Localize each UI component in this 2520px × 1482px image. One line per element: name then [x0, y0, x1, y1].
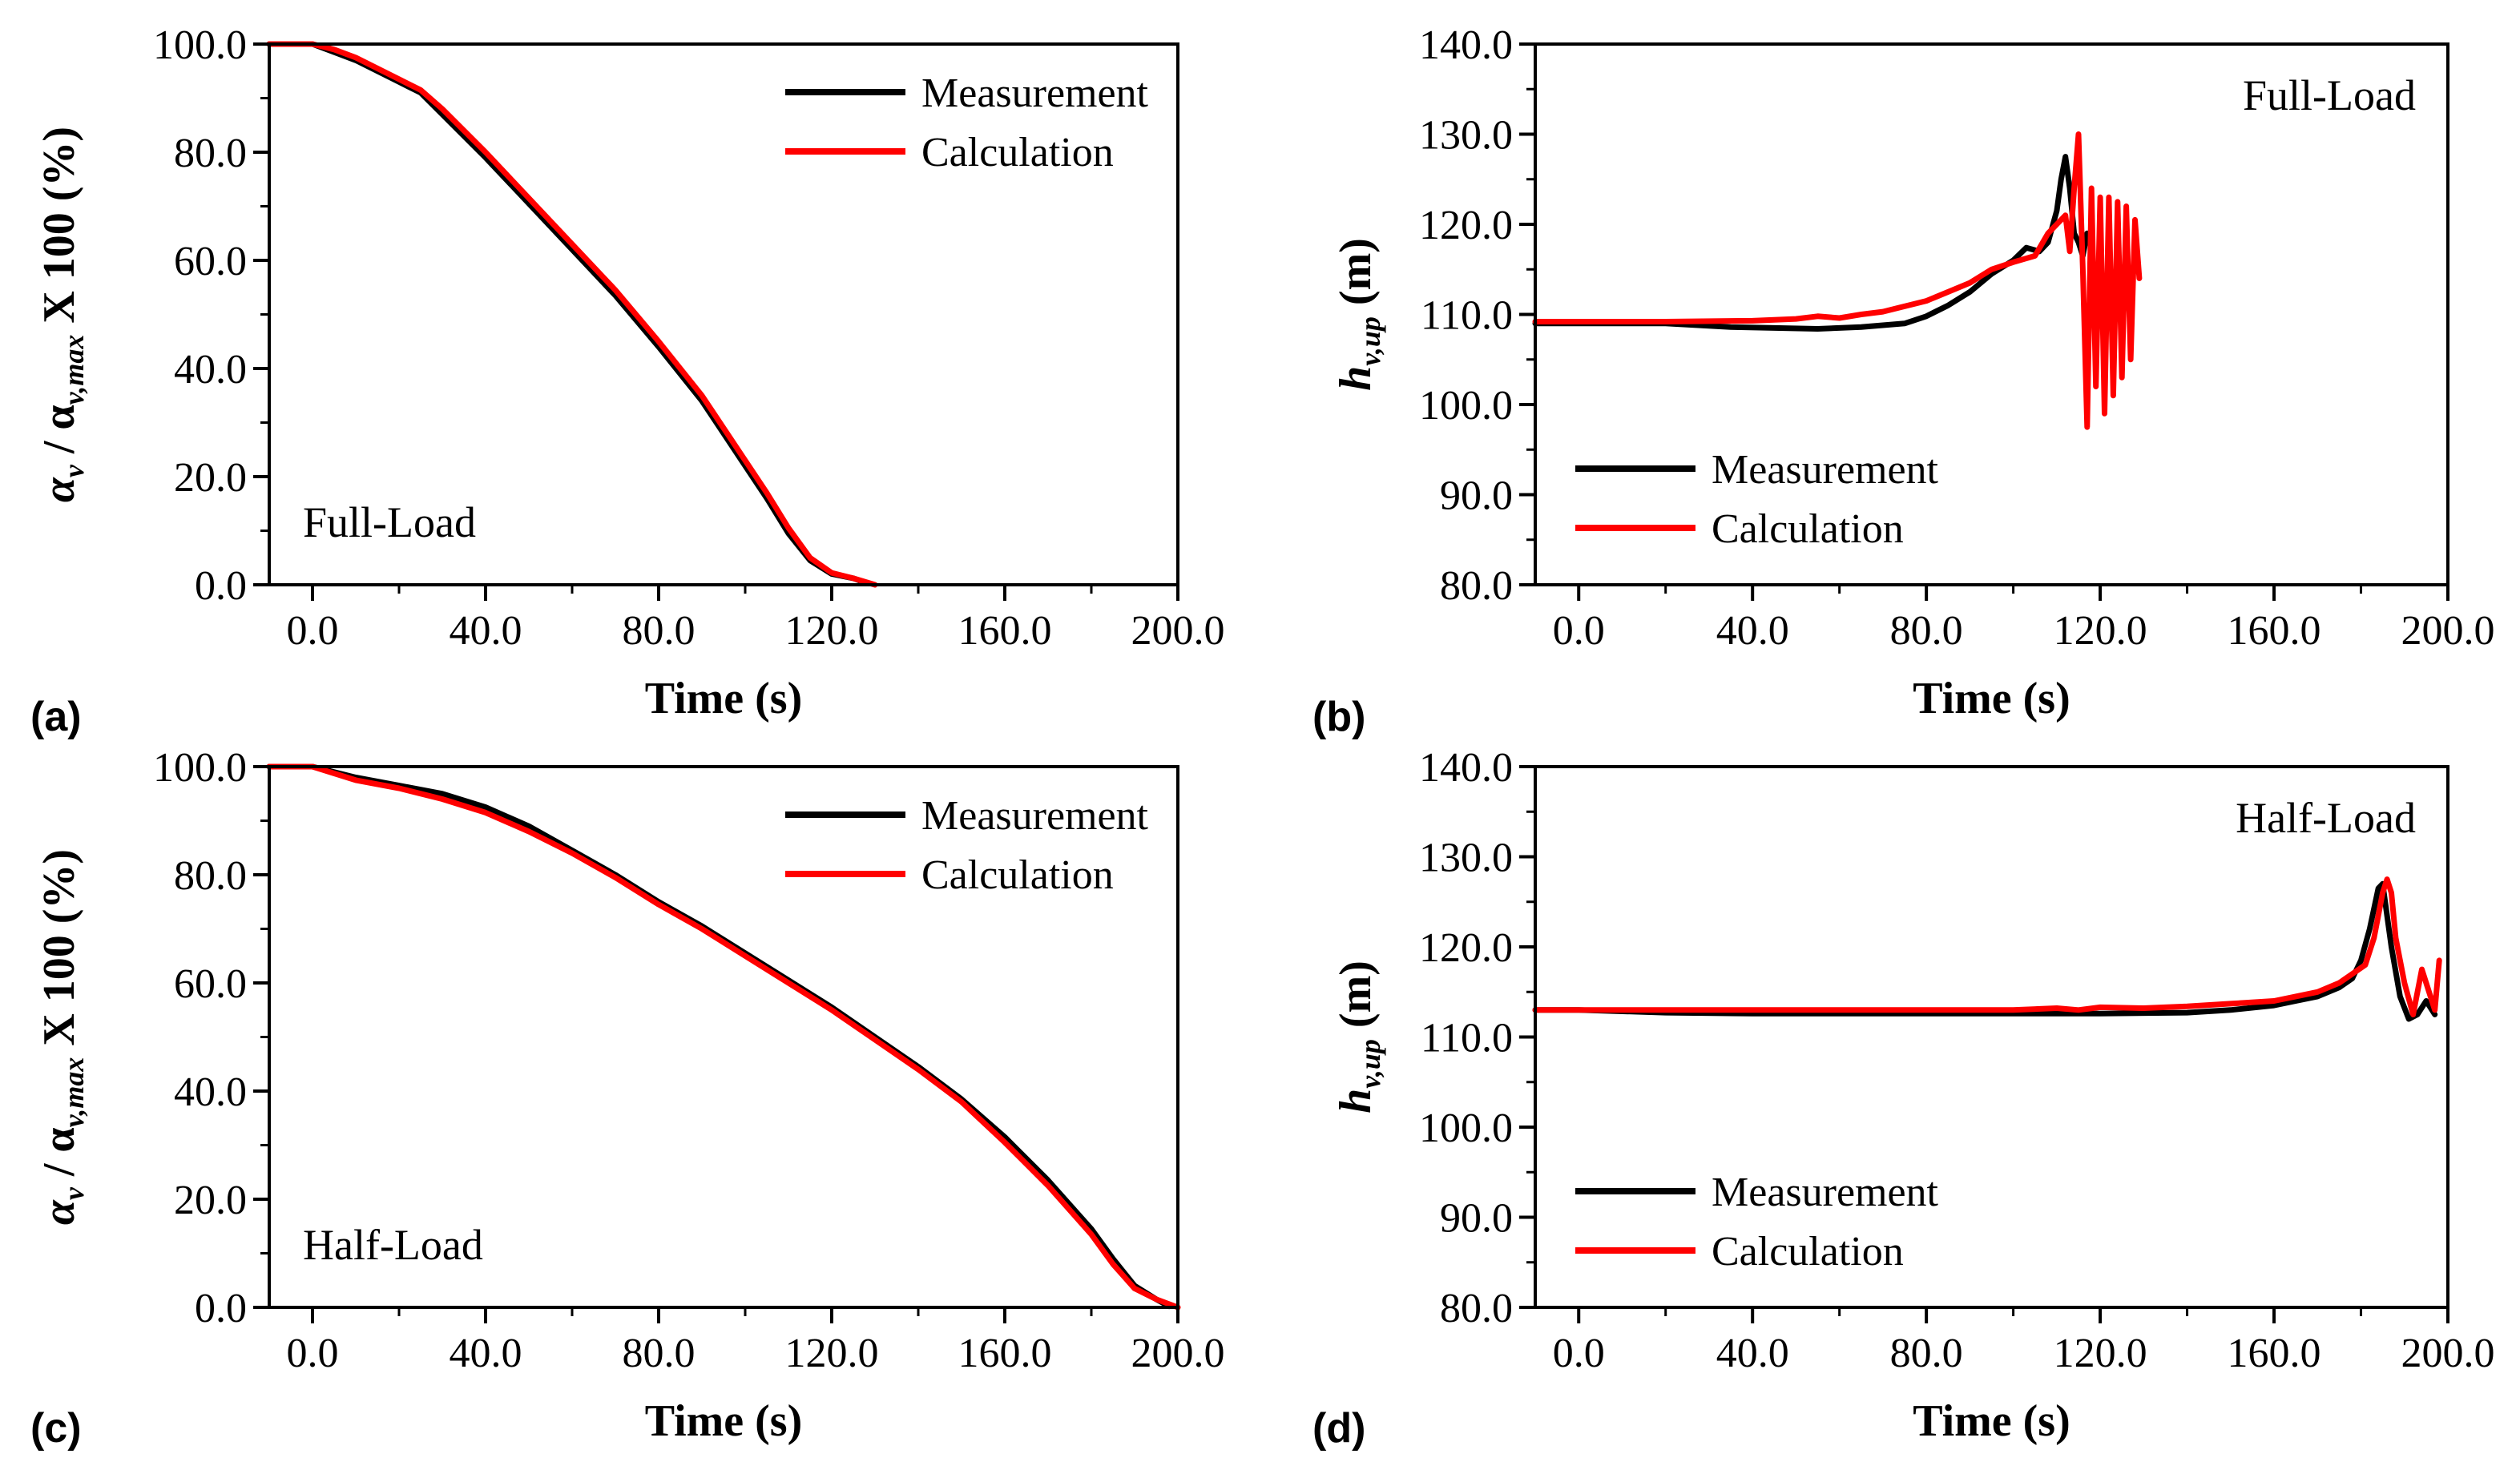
- legend-label-calculation-b: Calculation: [1712, 506, 1904, 552]
- x-tick-label-a: 160.0: [958, 608, 1052, 654]
- x-tick-label-c: 40.0: [450, 1331, 522, 1376]
- y-tick-label-b: 100.0: [1419, 383, 1513, 429]
- y-tick-label-a: 60.0: [174, 239, 247, 284]
- plot-frame-d: [1534, 765, 2449, 1309]
- y-tick-label-a: 0.0: [195, 563, 247, 609]
- x-tick-label-b: 80.0: [1890, 608, 1963, 654]
- panel-label-a: (a): [30, 694, 82, 740]
- y-axis-title-b: hv,up (m): [1331, 238, 1386, 391]
- legend-label-calculation-d: Calculation: [1712, 1229, 1904, 1275]
- chart-b-head-full-load: 0.0 40.0 80.0 120.0 160.0 200.0 80.0 90.0 100.0 1…: [1312, 22, 2495, 740]
- series-line-measurement-b: [1532, 154, 2095, 332]
- x-tick-label-d: 80.0: [1890, 1331, 1963, 1376]
- x-tick-label-d: 0.0: [1553, 1331, 1605, 1376]
- y-tick-label-d: 110.0: [1421, 1016, 1513, 1061]
- series-line-calculation-a: [266, 41, 878, 588]
- x-tick-label-a: 80.0: [623, 608, 696, 654]
- x-tick-label-c: 80.0: [623, 1331, 696, 1376]
- y-tick-label-c: 80.0: [174, 853, 247, 899]
- x-tick-label-a: 200.0: [1131, 608, 1225, 654]
- x-tick-label-b: 40.0: [1716, 608, 1789, 654]
- y-tick-label-d: 120.0: [1419, 925, 1513, 971]
- chart-a-alpha-full-load: 0.0 40.0 80.0 120.0 160.0 200.0 0.0 20.0 40.0 60.…: [30, 22, 1225, 740]
- x-tick-label-d: 200.0: [2401, 1331, 2495, 1376]
- legend-label-measurement-d: Measurement: [1712, 1170, 1939, 1215]
- y-tick-label-c: 40.0: [174, 1069, 247, 1115]
- plot-frame-b: [1534, 42, 2449, 586]
- load-annotation-b: Full-Load: [2243, 71, 2416, 119]
- y-tick-label-b: 130.0: [1419, 113, 1513, 159]
- series-line-calculation-b: [1532, 131, 2143, 430]
- x-axis-title-d: Time (s): [1913, 1396, 2070, 1446]
- y-axis-title-c: αv / αv,max X 100 (%): [34, 849, 90, 1225]
- y-tick-label-d: 130.0: [1419, 836, 1513, 881]
- y-axis-title-d: hv,up (m): [1331, 960, 1386, 1114]
- x-tick-label-a: 0.0: [287, 608, 339, 654]
- y-tick-label-b: 120.0: [1419, 203, 1513, 248]
- x-tick-label-c: 200.0: [1131, 1331, 1225, 1376]
- panel-label-b: (b): [1312, 694, 1365, 740]
- panel-label-c: (c): [30, 1405, 82, 1452]
- series-line-measurement-d: [1532, 880, 2438, 1022]
- legend-label-measurement-c: Measurement: [921, 793, 1149, 839]
- y-tick-label-a: 80.0: [174, 131, 247, 176]
- y-tick-label-b: 90.0: [1440, 473, 1513, 519]
- x-tick-label-a: 120.0: [785, 608, 879, 654]
- y-tick-label-d: 80.0: [1440, 1286, 1513, 1331]
- load-annotation-c: Half-Load: [303, 1221, 483, 1269]
- y-tick-label-a: 40.0: [174, 347, 247, 393]
- x-tick-label-d: 40.0: [1716, 1331, 1789, 1376]
- y-axis-title-a: αv / αv,max X 100 (%): [34, 127, 90, 502]
- chart-c-alpha-half-load: 0.0 40.0 80.0 120.0 160.0 200.0 0.0 20.0 40.0 60.…: [30, 745, 1225, 1452]
- y-tick-label-c: 100.0: [153, 745, 247, 791]
- x-axis-title-a: Time (s): [645, 674, 803, 723]
- x-tick-label-d: 160.0: [2228, 1331, 2321, 1376]
- y-tick-label-a: 100.0: [153, 22, 247, 68]
- x-tick-label-c: 160.0: [958, 1331, 1052, 1376]
- x-tick-label-a: 40.0: [450, 608, 522, 654]
- x-tick-label-b: 200.0: [2401, 608, 2495, 654]
- y-tick-label-d: 140.0: [1419, 745, 1513, 791]
- x-tick-label-b: 160.0: [2228, 608, 2321, 654]
- chart-d-head-half-load: 0.0 40.0 80.0 120.0 160.0 200.0 80.0 90.0 100.0 1…: [1312, 745, 2495, 1452]
- legend-label-calculation-c: Calculation: [921, 852, 1114, 898]
- load-annotation-a: Full-Load: [303, 498, 476, 546]
- x-axis-title-c: Time (s): [645, 1396, 803, 1446]
- y-tick-label-c: 60.0: [174, 961, 247, 1007]
- x-tick-label-c: 120.0: [785, 1331, 879, 1376]
- y-tick-label-c: 20.0: [174, 1178, 247, 1223]
- load-annotation-d: Half-Load: [2236, 794, 2416, 842]
- x-tick-label-b: 0.0: [1553, 608, 1605, 654]
- x-tick-label-b: 120.0: [2054, 608, 2147, 654]
- panel-label-d: (d): [1312, 1405, 1365, 1452]
- y-tick-label-d: 100.0: [1419, 1105, 1513, 1151]
- y-tick-label-a: 20.0: [174, 455, 247, 501]
- series-line-calculation-d: [1532, 876, 2442, 1017]
- x-tick-label-d: 120.0: [2054, 1331, 2147, 1376]
- y-tick-label-b: 80.0: [1440, 563, 1513, 609]
- legend-label-calculation-a: Calculation: [921, 130, 1114, 175]
- y-tick-label-c: 0.0: [195, 1286, 247, 1331]
- y-tick-label-d: 90.0: [1440, 1196, 1513, 1242]
- series-line-calculation-c: [266, 763, 1181, 1311]
- x-axis-title-b: Time (s): [1913, 674, 2070, 723]
- legend-label-measurement-a: Measurement: [921, 70, 1149, 116]
- legend-label-measurement-b: Measurement: [1712, 447, 1939, 493]
- y-tick-label-b: 110.0: [1421, 293, 1513, 339]
- y-tick-label-b: 140.0: [1419, 22, 1513, 68]
- x-tick-label-c: 0.0: [287, 1331, 339, 1376]
